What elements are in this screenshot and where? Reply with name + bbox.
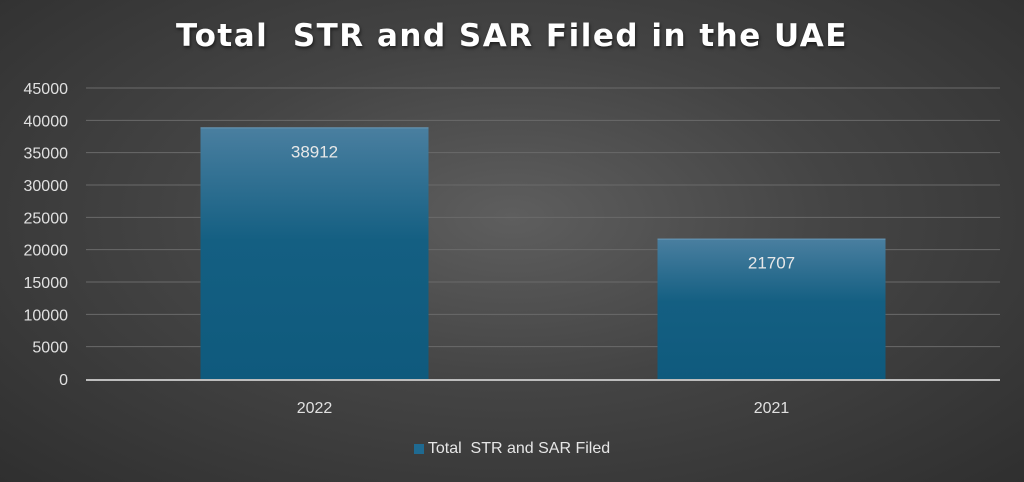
y-tick-label: 25000 <box>24 210 69 227</box>
y-tick-label: 20000 <box>24 243 69 260</box>
chart-title: Total STR and SAR Filed in the UAE <box>176 18 848 54</box>
x-tick-label: 2022 <box>297 400 333 417</box>
legend: Total STR and SAR Filed <box>0 440 1024 458</box>
bar <box>657 238 886 379</box>
bar <box>200 127 429 379</box>
y-tick-label: 30000 <box>24 178 69 195</box>
y-tick-label: 0 <box>59 372 68 389</box>
data-label: 38912 <box>291 142 338 161</box>
x-axis-ticks: 2022 2021 <box>297 400 790 417</box>
legend-swatch <box>413 444 424 454</box>
y-tick-label: 15000 <box>24 275 69 292</box>
y-axis-ticks: 0 5000 10000 15000 20000 25000 30000 35000 40000… <box>24 81 69 389</box>
bars <box>200 127 886 379</box>
y-tick-label: 35000 <box>24 146 69 163</box>
x-tick-label: 2021 <box>754 400 790 417</box>
y-tick-label: 10000 <box>24 307 69 324</box>
y-tick-label: 5000 <box>32 340 68 357</box>
data-label: 21707 <box>748 254 795 273</box>
y-tick-label: 40000 <box>24 113 69 130</box>
legend-label: Total STR and SAR Filed <box>427 440 611 457</box>
data-labels: 38912 21707 <box>291 142 795 272</box>
y-tick-label: 45000 <box>24 81 69 98</box>
